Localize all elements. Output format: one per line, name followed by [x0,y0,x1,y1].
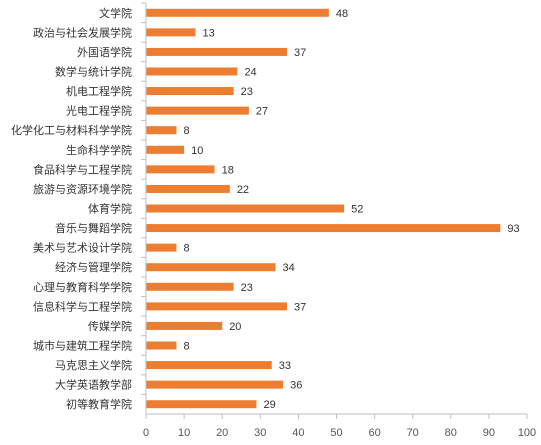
x-tick-label-1: 10 [178,427,190,439]
value-label-19: 36 [290,380,302,392]
bar-3 [146,67,238,76]
category-label-1: 政治与社会发展学院 [33,25,132,39]
category-label-0: 文学院 [99,6,132,20]
category-label-9: 旅游与资源环境学院 [33,182,132,196]
value-label-6: 8 [183,125,189,137]
category-label-15: 信息科学与工程学院 [33,299,132,313]
x-tick-label-4: 40 [292,427,304,439]
category-label-7: 生命科学学院 [66,143,132,157]
value-label-20: 29 [263,399,275,411]
category-label-8: 食品科学与工程学院 [33,162,132,176]
value-label-3: 24 [244,67,256,79]
bar-6 [146,126,177,135]
labels-group: 48 文学院 13 政治与社会发展学院 37 外国语学院 24 数学与统计学院 23 机电工程学院… [11,6,536,439]
category-label-14: 心理与教育科学学院 [33,280,132,294]
x-tick-label-5: 50 [330,427,342,439]
category-label-10: 体育学院 [88,202,132,216]
bar-16 [146,321,223,330]
bar-5 [146,106,249,115]
bar-0 [146,8,329,17]
category-label-5: 光电工程学院 [66,104,132,118]
value-label-0: 48 [336,8,348,20]
value-label-4: 23 [241,86,253,98]
x-tick-label-9: 90 [483,427,495,439]
value-label-13: 34 [283,262,295,274]
bar-8 [146,165,215,174]
bar-14 [146,282,234,291]
value-label-11: 93 [507,223,519,235]
bar-10 [146,204,345,213]
category-label-16: 传媒学院 [88,319,132,333]
value-label-8: 18 [222,164,234,176]
value-label-7: 10 [191,145,203,157]
x-tick-label-6: 60 [368,427,380,439]
category-label-17: 城市与建筑工程学院 [33,339,132,353]
category-label-20: 初等教育学院 [66,397,132,411]
bar-18 [146,361,272,370]
value-label-10: 52 [351,204,363,216]
bar-17 [146,341,177,350]
category-label-19: 大学英语教学部 [55,378,132,392]
value-label-1: 13 [203,27,215,39]
bar-12 [146,243,177,252]
bar-11 [146,224,501,233]
x-tick-label-3: 30 [254,427,266,439]
bars-group [146,8,501,409]
value-label-5: 27 [256,106,268,118]
category-label-18: 马克思主义学院 [55,358,132,372]
value-label-2: 37 [294,47,306,59]
category-label-4: 机电工程学院 [66,84,132,98]
x-tick-label-8: 80 [445,427,457,439]
bar-15 [146,302,287,311]
value-label-17: 8 [183,341,189,353]
category-label-13: 经济与管理学院 [55,260,132,274]
value-label-15: 37 [294,301,306,313]
axes-group [141,2,528,419]
category-label-6: 化学化工与材料科学学院 [11,123,132,137]
category-label-2: 外国语学院 [77,45,132,59]
category-label-11: 音乐与舞蹈学院 [55,221,132,235]
value-label-18: 33 [279,360,291,372]
bar-19 [146,380,284,389]
value-label-9: 22 [237,184,249,196]
category-label-3: 数学与统计学院 [55,65,132,79]
bar-1 [146,28,196,37]
x-tick-label-10: 100 [518,427,536,439]
bar-20 [146,400,257,409]
x-tick-label-0: 0 [143,427,149,439]
value-label-12: 8 [183,243,189,255]
value-label-14: 23 [241,282,253,294]
bar-2 [146,47,287,56]
category-label-12: 美术与艺术设计学院 [33,241,132,255]
bar-9 [146,184,230,193]
x-tick-label-2: 20 [216,427,228,439]
bar-13 [146,263,276,272]
bar-4 [146,87,234,96]
value-label-16: 20 [229,321,241,333]
bar-7 [146,145,185,154]
x-tick-label-7: 70 [407,427,419,439]
